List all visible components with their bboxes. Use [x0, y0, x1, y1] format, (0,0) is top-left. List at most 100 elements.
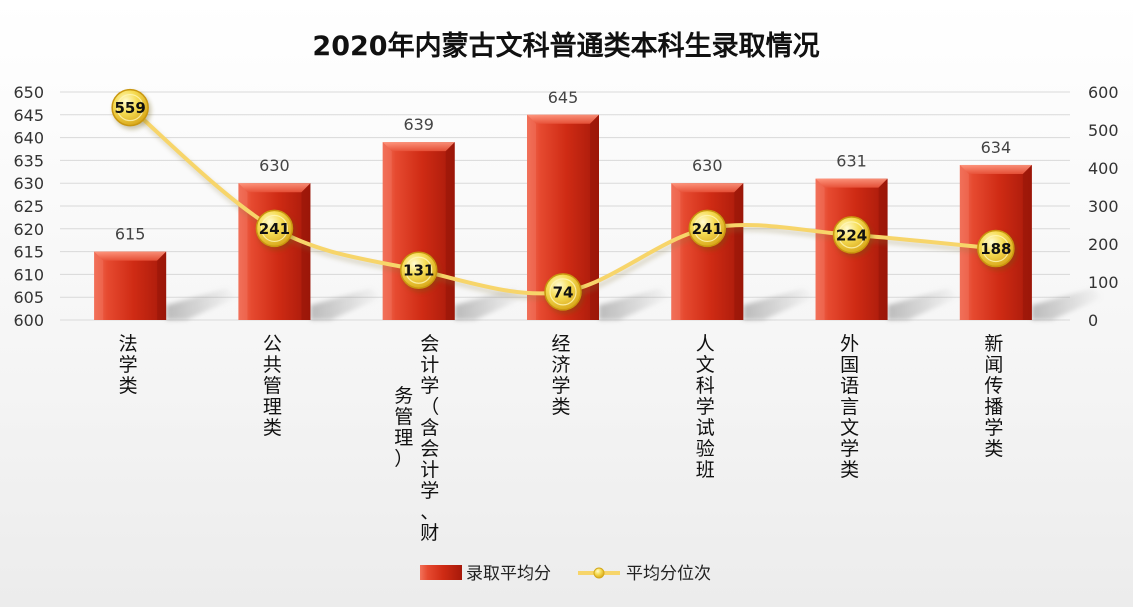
left-axis-tick-label: 640 — [13, 129, 44, 148]
left-axis-tick-label: 630 — [13, 174, 44, 193]
line-data-label: 74 — [553, 283, 574, 301]
bar-bevel — [382, 142, 455, 152]
category-label: 公共管理类 — [263, 333, 282, 439]
bar-bevel-right — [445, 142, 455, 320]
bar-data-label: 639 — [403, 115, 434, 134]
bar-bevel — [94, 251, 167, 261]
right-axis-tick-label: 300 — [1088, 197, 1119, 216]
bar-bevel-left — [815, 178, 825, 320]
bar-bevel — [238, 183, 311, 193]
bar-data-label: 630 — [259, 156, 290, 175]
line-point: 188 — [977, 229, 1017, 271]
line-data-label: 241 — [692, 220, 723, 238]
marker-ring — [982, 234, 1010, 263]
line-series: 559 241 131 74 241 224 188 — [111, 88, 1017, 314]
category-label-column: 外国语言文学类 — [840, 333, 859, 481]
bar-bevel-left — [671, 183, 681, 320]
bar-bevel-left — [527, 114, 536, 320]
marker-ring — [260, 214, 289, 243]
category-label: 人文科学试验班 — [696, 333, 715, 481]
bar-shadow — [599, 288, 671, 320]
right-axis-tick-label: 500 — [1088, 121, 1119, 140]
bar-shadow — [1031, 288, 1104, 320]
bar-bevel-right — [1022, 164, 1032, 320]
line-point: 559 — [111, 88, 152, 130]
category-label: 外国语言文学类 — [840, 333, 859, 481]
bar-data-label: 631 — [836, 152, 867, 171]
marker-ring — [837, 221, 866, 249]
left-axis-tick-label: 625 — [13, 197, 44, 216]
legend-item-bar: 录取平均分 — [420, 564, 551, 584]
bar-body — [238, 183, 311, 320]
bar-bevel-right — [157, 251, 167, 320]
bar-bevel-right — [301, 183, 311, 320]
category-label: 法学类 — [119, 333, 138, 397]
bar-shadow — [887, 288, 960, 320]
category-label-column: 法学类 — [119, 333, 138, 397]
left-axis-tick-label: 600 — [13, 311, 44, 330]
legend-bar-label: 录取平均分 — [466, 564, 551, 584]
bar-shadow — [743, 288, 816, 320]
bar-bevel-left — [94, 251, 104, 320]
line-point: 224 — [832, 216, 873, 257]
legend-bar-swatch — [420, 565, 462, 580]
bar-data-label: 630 — [692, 156, 723, 175]
left-axis-tick-label: 645 — [13, 106, 44, 125]
legend-item-line: 平均分位次 — [578, 564, 711, 584]
left-axis-tick-label: 620 — [13, 220, 44, 239]
bar-bevel-left — [382, 142, 392, 320]
bar-bevel-right — [734, 183, 744, 320]
bar — [238, 183, 311, 320]
bar-bevel — [959, 164, 1032, 174]
bar-bevel-right — [590, 114, 599, 320]
right-axis-tick-label: 200 — [1088, 235, 1119, 254]
bar-body — [671, 183, 744, 320]
bar-bevel — [815, 178, 888, 188]
bar-data-label: 615 — [115, 225, 146, 244]
chart-title: 2020年内蒙古文科普通类本科生录取情况 — [312, 30, 819, 62]
legend-line-marker — [593, 567, 605, 579]
line-data-label: 559 — [114, 99, 145, 117]
marker-ring — [116, 93, 144, 122]
category-label-column: 会计学（含会计学、财 — [420, 333, 439, 544]
line-data-label: 131 — [403, 262, 434, 280]
bar — [382, 142, 455, 320]
line-data-label: 241 — [259, 220, 290, 238]
bar-series — [94, 114, 1032, 320]
line-point: 241 — [688, 209, 729, 251]
category-label: 新闻传播学类 — [984, 333, 1003, 460]
legend: 录取平均分 平均分位次 — [420, 564, 711, 584]
category-label-column: 经济学类 — [551, 333, 570, 418]
bar-bevel — [527, 114, 599, 124]
left-axis-tick-label: 650 — [13, 83, 44, 102]
marker-ring — [693, 214, 721, 243]
right-y-axis: 0 100 200 300 400 500 600 — [1088, 83, 1119, 330]
bar-bevel-right — [878, 178, 888, 320]
bar-bevel-left — [238, 183, 248, 320]
line-point: 131 — [399, 251, 440, 293]
left-axis-tick-label: 635 — [13, 151, 44, 170]
bar — [94, 251, 167, 320]
marker-ring — [405, 256, 433, 284]
category-label-column: 人文科学试验班 — [696, 333, 715, 481]
line-point: 241 — [255, 209, 296, 251]
bar — [671, 183, 744, 320]
category-label-column: 公共管理类 — [263, 333, 282, 439]
right-axis-tick-label: 0 — [1088, 311, 1098, 330]
right-axis-tick-label: 400 — [1088, 159, 1119, 178]
left-y-axis: 600 605 610 615 620 625 630 635 640 645 650 — [13, 83, 44, 330]
bar-shadow — [166, 288, 239, 320]
bar-bevel — [671, 183, 744, 193]
category-label: 经济学类 — [551, 333, 570, 418]
category-label-column: 务管理） — [394, 385, 413, 470]
line-data-label: 224 — [836, 226, 867, 244]
right-axis-tick-label: 600 — [1088, 83, 1119, 102]
line-point: 74 — [544, 273, 584, 314]
marker-ring — [549, 278, 577, 306]
right-axis-tick-label: 100 — [1088, 273, 1119, 292]
bar-body — [382, 142, 455, 320]
